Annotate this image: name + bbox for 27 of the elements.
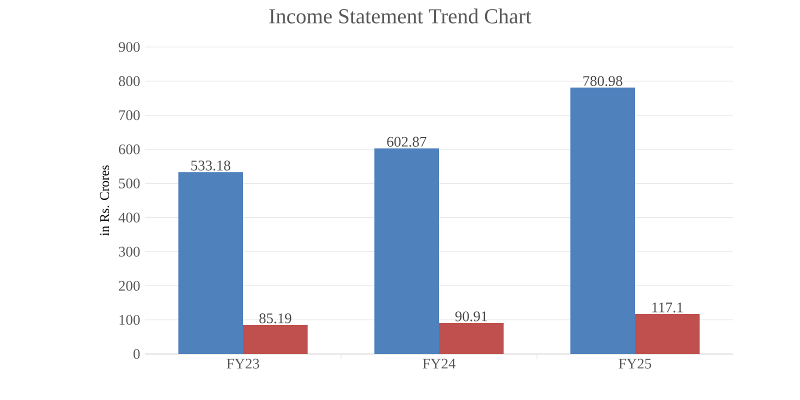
x-tick-label: FY24 (422, 358, 456, 368)
bar (635, 314, 700, 354)
y-tick-label: 400 (118, 212, 140, 223)
data-label: 90.91 (455, 311, 487, 322)
y-tick-label: 700 (119, 110, 140, 120)
data-label: 602.87 (387, 136, 426, 147)
bar (178, 172, 243, 354)
data-label: 117.1 (652, 302, 683, 312)
y-tick-label: 500 (119, 178, 140, 188)
y-tick-label: 300 (119, 246, 140, 257)
bar (243, 324, 308, 354)
y-tick-label: 600 (118, 144, 140, 154)
x-tick-label: FY23 (226, 358, 260, 369)
bar (374, 148, 439, 354)
x-tick-label: FY25 (618, 358, 652, 369)
data-label: 780.98 (583, 76, 622, 86)
y-tick-label: 200 (118, 280, 140, 291)
bar (570, 88, 635, 354)
data-label: 533.18 (191, 160, 230, 171)
bar (439, 322, 504, 354)
y-tick-label: 100 (120, 314, 140, 325)
y-axis-title: in Rs. Crores (100, 165, 110, 236)
data-label: 85.19 (259, 313, 292, 324)
chart-title: Income Statement Trend Chart (269, 8, 532, 24)
y-tick-label: 0 (134, 349, 140, 359)
y-tick-label: 900 (118, 42, 140, 52)
y-tick-label: 800 (118, 76, 140, 86)
